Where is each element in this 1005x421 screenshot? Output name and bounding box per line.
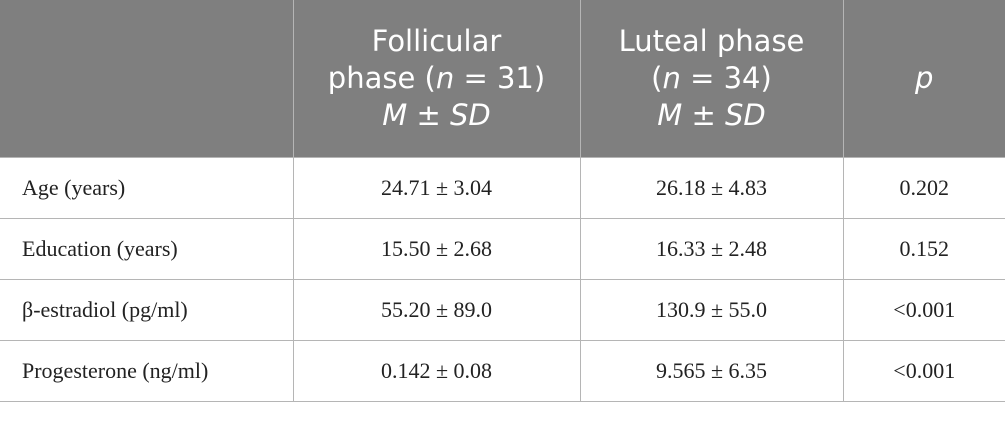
header-line: phase (n = 31) — [294, 60, 580, 97]
header-text: M ± SD — [657, 98, 766, 132]
table-cell: 0.202 — [842, 157, 1005, 219]
header-text: Luteal phase — [618, 24, 805, 58]
table-cell: 16.33 ± 2.48 — [579, 218, 843, 280]
header-text: M ± SD — [382, 98, 491, 132]
table-cell: <0.001 — [842, 279, 1005, 341]
table-row: β-estradiol (pg/ml) 55.20 ± 89.0 130.9 ± 5… — [0, 279, 1005, 341]
row-label: Education (years) — [0, 218, 293, 280]
header-text: = 34) — [680, 61, 772, 95]
header-text: Follicular — [371, 24, 502, 58]
table-cell: 26.18 ± 4.83 — [579, 157, 843, 219]
header-cell: Follicular phase (n = 31) M ± SD — [292, 0, 580, 158]
header-line: Luteal phase — [581, 23, 843, 60]
header-text: = 31) — [454, 61, 546, 95]
table-row: Education (years) 15.50 ± 2.68 16.33 ± 2.4… — [0, 218, 1005, 280]
row-label: Age (years) — [0, 157, 293, 219]
table-cell: 55.20 ± 89.0 — [292, 279, 580, 341]
table-row: Age (years) 24.71 ± 3.04 26.18 ± 4.83 0.202 — [0, 157, 1005, 219]
row-label: Progesterone (ng/ml) — [0, 340, 293, 402]
data-table: Follicular phase (n = 31) M ± SD Luteal pha… — [0, 0, 1005, 402]
header-row: Follicular phase (n = 31) M ± SD Luteal pha… — [0, 0, 1005, 158]
header-text: n — [435, 61, 455, 95]
header-line: M ± SD — [294, 97, 580, 134]
table-cell: 0.152 — [842, 218, 1005, 280]
table-cell: 0.142 ± 0.08 — [292, 340, 580, 402]
header-cell: Luteal phase (n = 34) M ± SD — [579, 0, 843, 158]
header-text: phase ( — [327, 61, 436, 95]
header-cell: p — [842, 0, 1005, 158]
table-cell: 130.9 ± 55.0 — [579, 279, 843, 341]
header-cell — [0, 0, 293, 158]
header-line: p — [844, 60, 1005, 97]
table-cell: <0.001 — [842, 340, 1005, 402]
table-cell: 15.50 ± 2.68 — [292, 218, 580, 280]
header-text: ( — [651, 61, 663, 95]
table-cell: 24.71 ± 3.04 — [292, 157, 580, 219]
header-line: M ± SD — [581, 97, 843, 134]
header-text: p — [915, 61, 934, 95]
header-line: Follicular — [294, 23, 580, 60]
row-label: β-estradiol (pg/ml) — [0, 279, 293, 341]
table-row: Progesterone (ng/ml) 0.142 ± 0.08 9.565 ± … — [0, 340, 1005, 402]
table-cell: 9.565 ± 6.35 — [579, 340, 843, 402]
header-line: (n = 34) — [581, 60, 843, 97]
header-text: n — [662, 61, 681, 95]
